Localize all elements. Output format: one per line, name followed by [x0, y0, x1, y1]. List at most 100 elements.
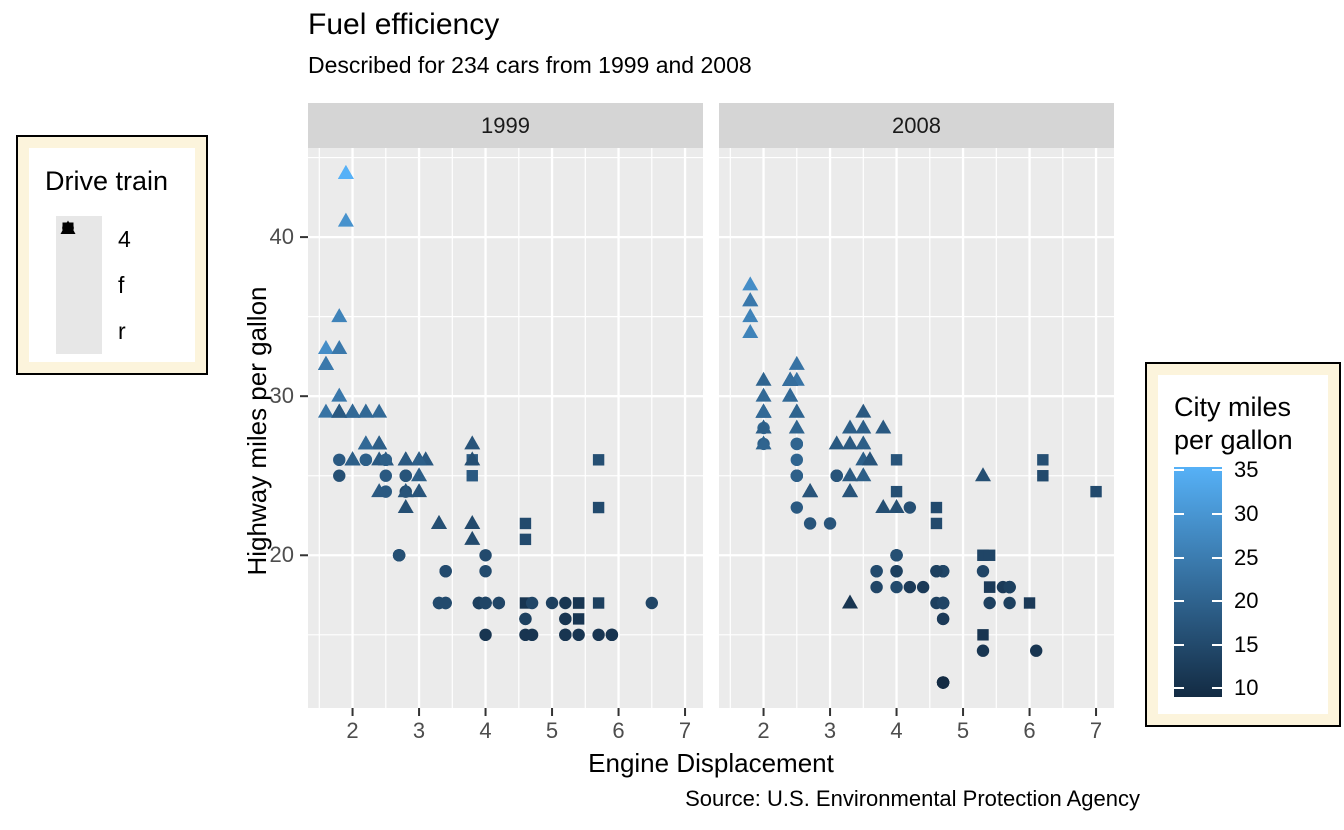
point [977, 549, 989, 561]
legend-key-label: 4 [118, 225, 131, 252]
point [936, 612, 950, 626]
point [742, 308, 759, 323]
point [317, 339, 334, 354]
point [890, 564, 903, 578]
colorbar-tick-mark [1174, 469, 1184, 472]
point [842, 594, 859, 609]
x-tick-label: 4 [479, 718, 492, 743]
x-tick-label: 3 [412, 718, 426, 743]
colorbar-tick-label: 10 [1234, 675, 1259, 701]
point [790, 437, 804, 451]
point [742, 324, 759, 339]
point [1029, 644, 1043, 657]
point [479, 564, 492, 578]
point [592, 597, 605, 609]
point [983, 581, 996, 593]
point [397, 451, 414, 466]
point [371, 435, 388, 450]
point [464, 530, 481, 545]
point [842, 435, 859, 450]
colorbar-tick-label: 25 [1234, 544, 1259, 570]
colorbar-tick-mark [1174, 687, 1184, 690]
caption: Source: U.S. Environmental Protection Ag… [685, 786, 1140, 811]
point [1090, 485, 1102, 498]
x-tick-label: 2 [757, 718, 770, 743]
point [890, 485, 903, 498]
point [464, 451, 481, 466]
colorbar-tick-label: 35 [1234, 457, 1259, 483]
point [755, 419, 772, 434]
point [916, 580, 930, 594]
x-tick-label: 2 [346, 718, 359, 743]
point [742, 276, 759, 291]
point [519, 517, 532, 530]
point [976, 564, 990, 578]
point [755, 435, 772, 450]
colorbar-tick-label: 15 [1234, 631, 1259, 657]
legend-key-label: f [118, 271, 125, 298]
point [870, 580, 883, 594]
point [439, 564, 452, 578]
point [344, 403, 361, 418]
facet-strip-1999: 1999 [308, 103, 703, 148]
point [888, 499, 905, 514]
point [331, 387, 348, 402]
point [870, 564, 883, 578]
point [464, 514, 481, 529]
y-tick-label: 40 [269, 224, 294, 250]
point [645, 596, 658, 610]
x-tick-label: 5 [956, 718, 970, 743]
colorbar-tick-mark [1174, 556, 1184, 559]
point [331, 403, 348, 418]
point [525, 628, 539, 642]
point [525, 596, 539, 610]
point [903, 580, 917, 594]
x-tick-label: 7 [678, 718, 692, 743]
point [875, 499, 892, 514]
point [411, 451, 428, 466]
point [1037, 470, 1049, 482]
point [788, 355, 805, 370]
point [397, 499, 414, 514]
point [479, 549, 492, 562]
point [930, 501, 943, 514]
triangle-key-icon [56, 220, 102, 308]
square-key-icon [56, 222, 102, 354]
point [983, 596, 996, 610]
colorbar-tick-label: 30 [1234, 501, 1259, 527]
point [317, 403, 334, 418]
point [317, 355, 334, 370]
point [790, 453, 804, 467]
point [828, 435, 845, 450]
city-mpg-legend-title-line1: City miles [1174, 392, 1292, 422]
colorbar [1174, 467, 1222, 697]
point [592, 628, 605, 642]
point [930, 517, 943, 530]
point [519, 597, 532, 609]
panel-2008 [719, 148, 1114, 708]
point [755, 403, 772, 418]
point [823, 517, 837, 530]
point [357, 435, 374, 450]
point [890, 549, 903, 562]
point [788, 403, 805, 418]
point [830, 469, 843, 482]
point [855, 435, 872, 450]
city-mpg-legend: City miles per gallon 35 30 25 20 15 10 [1145, 362, 1341, 727]
point [782, 371, 799, 386]
point [890, 454, 903, 466]
point [545, 596, 559, 610]
point [344, 451, 361, 466]
point [572, 613, 585, 625]
point [842, 483, 859, 498]
drive-train-legend-title: Drive train [45, 166, 169, 196]
colorbar-tick-mark [1174, 643, 1184, 646]
point [1003, 596, 1016, 610]
colorbar-tick-mark [1212, 513, 1222, 516]
panel-1999 [308, 148, 703, 708]
colorbar-tick-label: 20 [1234, 588, 1259, 614]
point [755, 371, 772, 386]
